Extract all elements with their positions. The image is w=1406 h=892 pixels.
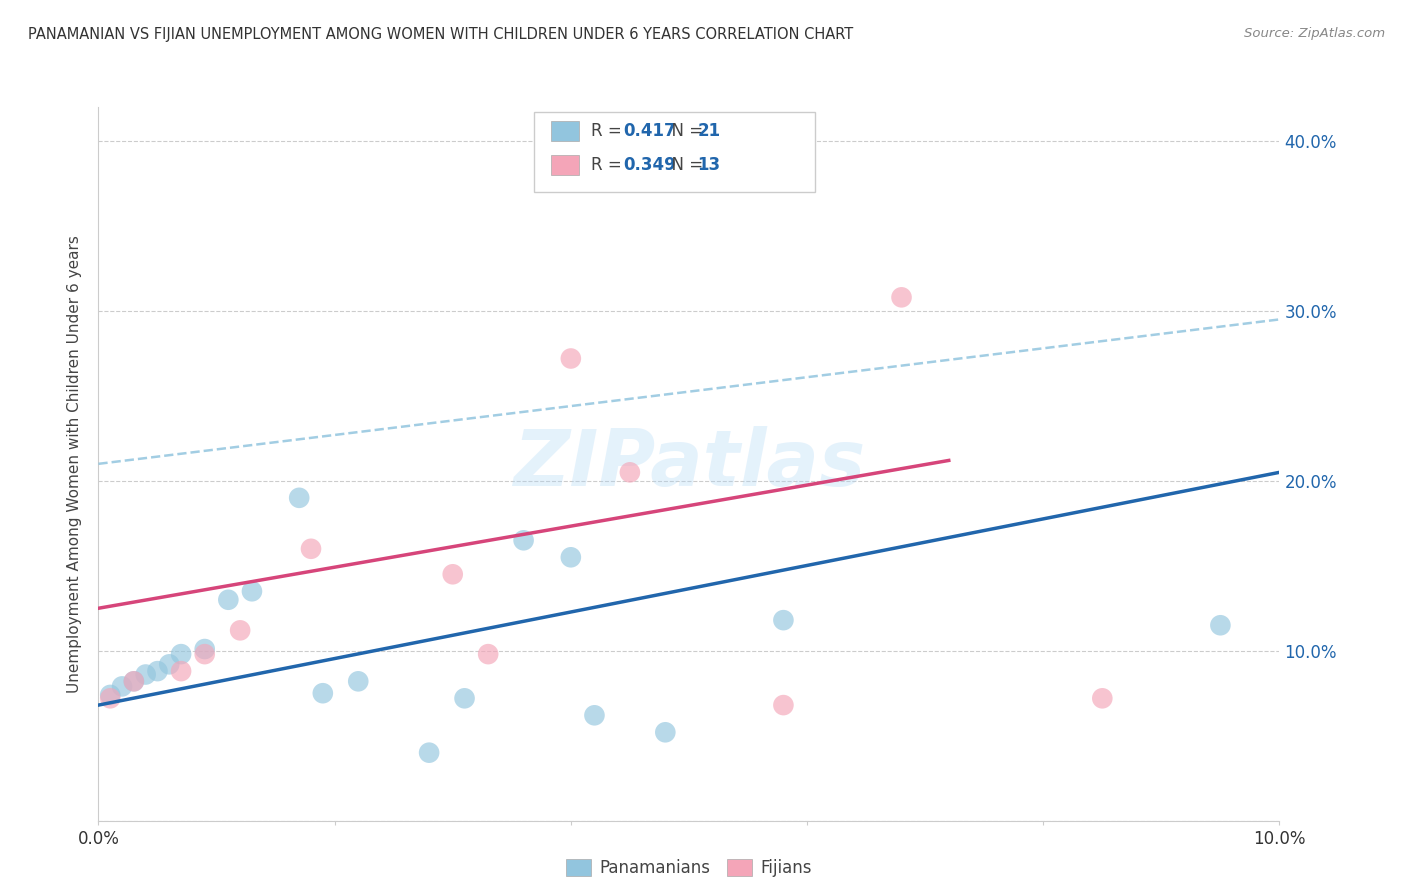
Point (453, 691, 475, 706)
Text: 13: 13 (697, 156, 720, 174)
Text: PANAMANIAN VS FIJIAN UNEMPLOYMENT AMONG WOMEN WITH CHILDREN UNDER 6 YEARS CORREL: PANAMANIAN VS FIJIAN UNEMPLOYMENT AMONG … (28, 27, 853, 42)
Point (1209, 618, 1232, 632)
Point (619, 466, 641, 480)
Point (560, 351, 582, 366)
Point (890, 290, 912, 304)
Point (157, 657, 180, 672)
Text: 0.417: 0.417 (623, 122, 675, 140)
Point (170, 664, 193, 678)
Point (170, 647, 193, 661)
Point (560, 550, 582, 565)
Text: R =: R = (591, 156, 627, 174)
Point (347, 674, 370, 689)
Point (512, 533, 534, 548)
Y-axis label: Unemployment Among Women with Children Under 6 years: Unemployment Among Women with Children U… (67, 235, 83, 693)
Text: 21: 21 (697, 122, 720, 140)
Point (1091, 691, 1114, 706)
Text: 0.349: 0.349 (623, 156, 676, 174)
Point (772, 698, 794, 712)
Point (122, 674, 145, 689)
Text: Source: ZipAtlas.com: Source: ZipAtlas.com (1244, 27, 1385, 40)
Point (98, 688, 121, 702)
Point (194, 642, 217, 657)
Point (288, 491, 311, 505)
Point (240, 584, 263, 599)
Point (583, 708, 606, 723)
Point (654, 725, 676, 739)
Point (477, 647, 499, 661)
Point (772, 613, 794, 627)
Point (418, 746, 440, 760)
Point (312, 686, 335, 700)
Point (111, 680, 134, 694)
Point (135, 667, 157, 681)
Text: ZIPatlas: ZIPatlas (513, 425, 865, 502)
Point (299, 541, 322, 556)
Text: R =: R = (591, 122, 627, 140)
Point (146, 664, 169, 678)
Point (194, 647, 217, 661)
Point (217, 592, 239, 607)
Point (98, 691, 121, 706)
Point (122, 674, 145, 689)
Text: N =: N = (661, 156, 709, 174)
Legend: Panamanians, Fijians: Panamanians, Fijians (560, 852, 818, 884)
Point (441, 567, 464, 582)
Text: N =: N = (661, 122, 709, 140)
Point (229, 624, 252, 638)
